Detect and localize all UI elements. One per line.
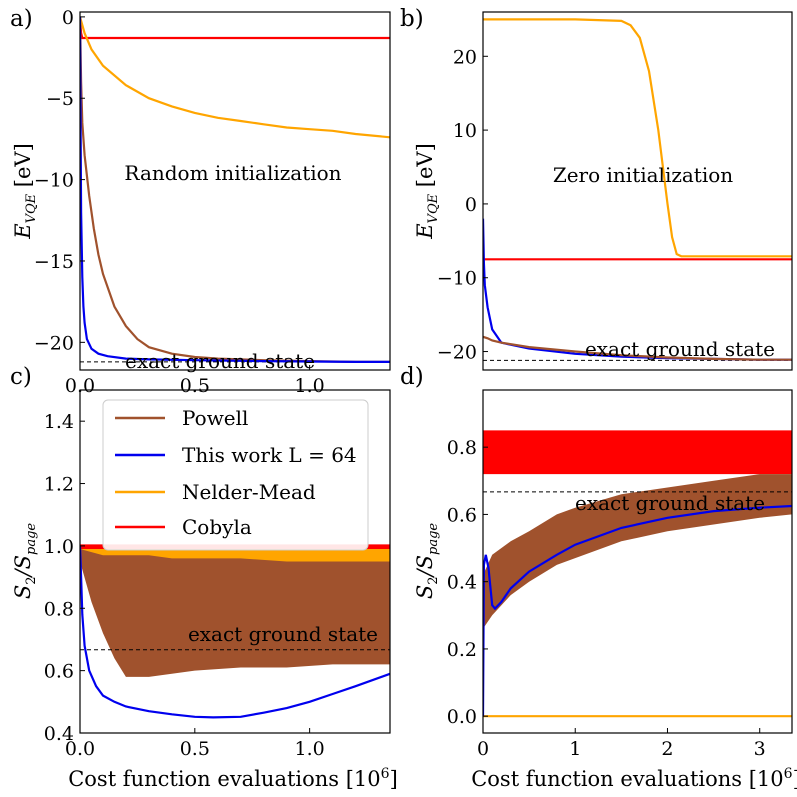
- panel-a-ytick-label: 0: [62, 7, 74, 29]
- panel-c-xtick-label: 0.0: [65, 738, 95, 760]
- panel-a-ytick-label: −15: [34, 251, 74, 273]
- legend-label-this-work: This work L = 64: [182, 443, 357, 467]
- panel-a-label: a): [10, 6, 33, 32]
- panel-d-ylabel: S2/Spage: [413, 523, 441, 600]
- panel-a-annotation: Random initialization: [124, 161, 341, 185]
- panel-b-annotation: Zero initialization: [553, 163, 733, 187]
- panel-b-ylabel: EVQE [eV]: [413, 143, 441, 240]
- panel-b-axes-frame: [482, 11, 793, 371]
- panel-d-ytick-label: 0.4: [447, 572, 477, 594]
- panel-a: a) 0 −5 −10 −15 −20 0.0 0.5 1.0 Random initializ…: [10, 6, 391, 397]
- panel-c-reference-label: exact ground state: [188, 622, 378, 646]
- panel-c-ytick-label: 1.2: [44, 474, 74, 496]
- legend-label-powell: Powell: [182, 406, 248, 430]
- panel-d-ytick-label: 0.2: [447, 639, 477, 661]
- panel-c-label: c): [10, 364, 32, 390]
- panel-d-xtick-label: 2: [661, 738, 673, 760]
- panel-b-ytick-label: 0: [465, 194, 477, 216]
- panel-d-xtick-label: 0: [477, 738, 489, 760]
- panel-d-xtick-label: 3: [754, 738, 766, 760]
- panel-a-series-nelder-mead: [80, 16, 390, 139]
- panel-b-series-nelder-mead: [483, 18, 792, 258]
- legend-frame: [102, 399, 369, 551]
- panel-c-xtick-label: 0.5: [180, 738, 210, 760]
- panel-c-series-this-work-l-64: [80, 545, 390, 719]
- panel-d-axes-frame: [482, 389, 793, 734]
- panel-a-ytick-label: −20: [34, 332, 74, 354]
- panel-d-xlabel: Cost function evaluations [106]: [471, 766, 797, 791]
- panel-b-series-powell: [483, 335, 792, 361]
- panel-b-plot-content: [483, 18, 792, 361]
- legend-label-cobyla: Cobyla: [182, 515, 252, 539]
- legend-label-nelder-mead: Nelder-Mead: [182, 480, 316, 504]
- panel-c-band-powell: [80, 549, 390, 677]
- panel-d-ytick-label: 0.6: [447, 504, 477, 526]
- panel-d-ytick-label: 0.0: [447, 706, 477, 728]
- panel-a-series-powell: [80, 16, 390, 363]
- panel-a-xtick-label: 0.5: [180, 375, 210, 397]
- panel-a-series-this-work-l-64: [80, 16, 390, 363]
- panel-c-xtick-label: 1.0: [295, 738, 325, 760]
- panel-c-ytick-label: 0.4: [44, 723, 74, 745]
- panel-b-ytick-label: −20: [437, 342, 477, 364]
- panel-a-xtick-label: 1.0: [295, 375, 325, 397]
- panel-a-reference-label: exact ground state: [125, 349, 315, 373]
- panel-b-label: b): [400, 6, 424, 32]
- panel-a-ylabel: EVQE [eV]: [11, 143, 39, 240]
- panel-b-ytick-label: 20: [453, 46, 477, 68]
- panel-c-ylabel: S2/Spage: [11, 523, 39, 600]
- panel-b-ytick-label: 10: [453, 120, 477, 142]
- panel-c-ytick-label: 0.6: [44, 661, 74, 683]
- panel-d: d) 0.0 0.2 0.4 0.6 0.8 0 1 2 3 exact ground state…: [400, 364, 793, 760]
- panel-a-ytick-label: −10: [34, 170, 74, 192]
- panel-a-plot-content: [80, 16, 390, 363]
- panel-d-reference-label: exact ground state: [575, 491, 765, 515]
- panel-c-ytick-label: 1.4: [44, 411, 74, 433]
- panel-c-xlabel: Cost function evaluations [106]: [68, 766, 398, 791]
- panel-d-band-powell: [483, 474, 792, 629]
- panel-d-xtick-label: 1: [569, 738, 581, 760]
- panel-c-ytick-label: 0.8: [44, 598, 74, 620]
- panel-a-axes-frame: [79, 11, 391, 371]
- panel-a-xtick-label: 0.0: [65, 375, 95, 397]
- panel-b-ytick-label: −10: [437, 268, 477, 290]
- panel-a-ytick-label: −5: [46, 88, 74, 110]
- panel-b: b) 20 10 0 −10 −20 Zero initialization exact g…: [400, 6, 793, 371]
- panel-d-band-cobyla: [483, 430, 792, 475]
- legend: Powell This work L = 64 Nelder-Mead Coby…: [102, 399, 369, 551]
- panel-d-ytick-label: 0.8: [447, 437, 477, 459]
- panel-d-label: d): [400, 364, 424, 390]
- panel-d-series-this-work-l-64: [483, 504, 792, 717]
- panel-c-ytick-label: 1.0: [44, 536, 74, 558]
- panel-b-reference-label: exact ground state: [585, 337, 775, 361]
- panel-c-axes-frame: [79, 389, 391, 734]
- panel-a-series-cobyla: [80, 18, 390, 40]
- panel-d-plot-content: [483, 430, 792, 718]
